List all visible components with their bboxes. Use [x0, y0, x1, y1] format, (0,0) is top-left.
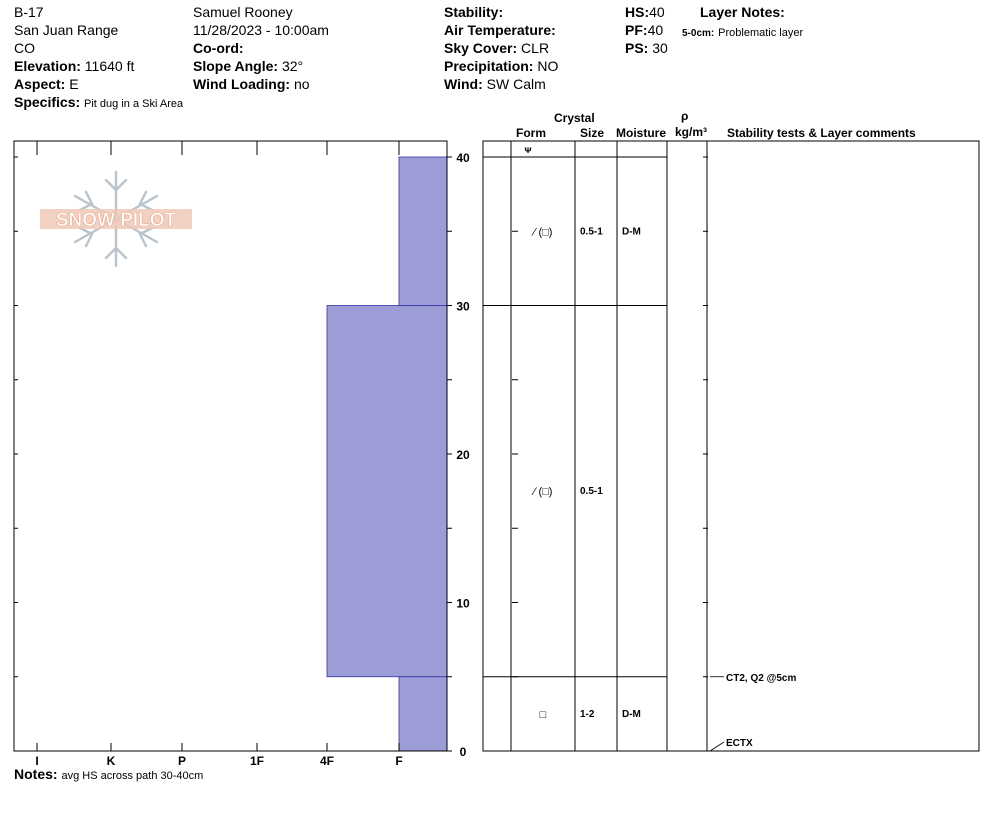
hs-row: HS:40: [625, 4, 665, 20]
wind-value: SW Calm: [486, 76, 546, 92]
ps-label: PS:: [625, 40, 649, 56]
sky-row: Sky Cover: CLR: [444, 40, 549, 56]
hs-label: HS:: [625, 4, 650, 20]
air-temp-label: Air Temperature:: [444, 22, 556, 38]
ps-value: 30: [652, 40, 668, 56]
wind-loading-row: Wind Loading: no: [193, 76, 310, 92]
observer-name: Samuel Rooney: [193, 4, 293, 20]
hardness-bar-2: [398, 676, 448, 752]
hardness-bar-1: [326, 305, 448, 678]
layer-note-depth: 5-0cm:: [682, 28, 715, 39]
specifics-value: Pit dug in a Ski Area: [84, 98, 184, 110]
notes-row: Notes: avg HS across path 30-40cm: [14, 766, 203, 784]
layer-moisture-0: D-M: [622, 226, 641, 237]
size-header: Size: [580, 126, 605, 140]
hardness-label-4F: 4F: [320, 754, 334, 768]
hs-value: 40: [649, 4, 665, 20]
layer-size-0: 0.5-1: [580, 226, 603, 237]
pf-row: PF:40: [625, 22, 663, 38]
stability-label: Stability:: [444, 4, 504, 20]
wind-loading-value: no: [293, 76, 310, 92]
layer-note-row: 5-0cm: Problematic layer: [682, 23, 803, 42]
layer-size-1: 0.5-1: [580, 486, 603, 497]
moisture-header: Moisture: [616, 126, 667, 140]
elevation-value: 11640 ft: [84, 58, 135, 74]
layer-form-0: ⁄ (□): [531, 226, 553, 238]
aspect-value: E: [69, 76, 79, 92]
depth-label-10: 10: [456, 597, 470, 611]
slope-row: Slope Angle: 32°: [193, 58, 303, 74]
specifics-row: Specifics: Pit dug in a Ski Area: [14, 94, 183, 112]
observation-datetime: 11/28/2023 - 10:00am: [193, 22, 329, 38]
test-pointer-1: [709, 741, 725, 752]
crystal-header: Crystal: [554, 111, 595, 125]
graph-frame: [13, 140, 448, 752]
wind-label: Wind:: [444, 76, 483, 92]
hardness-label-K: K: [107, 754, 116, 768]
precip-label: Precipitation:: [444, 58, 534, 74]
elevation-label: Elevation:: [14, 58, 81, 74]
hardness-bar-0: [398, 156, 448, 306]
pf-label: PF:: [625, 22, 648, 38]
coord-label: Co-ord:: [193, 40, 244, 56]
sky-label: Sky Cover:: [444, 40, 518, 56]
aspect-row: Aspect: E: [14, 76, 79, 92]
pit-id: B-17: [14, 4, 44, 20]
sky-value: CLR: [521, 40, 550, 56]
specifics-label: Specifics:: [14, 94, 81, 110]
hardness-label-I: I: [35, 754, 38, 768]
state-name: CO: [14, 40, 35, 56]
test-label-1: ECTX: [726, 738, 753, 749]
precip-row: Precipitation: NO: [444, 58, 558, 74]
precip-value: NO: [537, 58, 559, 74]
layer-form-2: □: [540, 709, 547, 721]
layer-moisture-2: D-M: [622, 709, 641, 720]
pf-value: 40: [647, 22, 664, 38]
hardness-label-F: F: [395, 754, 402, 768]
notes-value: avg HS across path 30-40cm: [61, 770, 204, 782]
depth-label-30: 30: [456, 300, 470, 314]
wind-row: Wind: SW Calm: [444, 76, 546, 92]
depth-label-40: 40: [456, 151, 470, 165]
comments-frame: [706, 140, 980, 752]
notes-label: Notes:: [14, 766, 58, 782]
slope-label: Slope Angle:: [193, 58, 279, 74]
ps-row: PS: 30: [625, 40, 668, 56]
wind-loading-label: Wind Loading:: [193, 76, 291, 92]
depth-label-0: 0: [460, 745, 467, 759]
layer-notes-label: Layer Notes:: [700, 4, 785, 20]
form-header: Form: [516, 126, 546, 140]
density-unit-header: kg/m³: [675, 125, 708, 139]
surface-form-symbol: ᴪ: [524, 145, 532, 156]
hardness-label-1F: 1F: [250, 754, 264, 768]
aspect-label: Aspect:: [14, 76, 66, 92]
layer-form-1: ⁄ (□): [531, 486, 553, 498]
layer-note-text: Problematic layer: [718, 27, 804, 39]
layer-size-2: 1-2: [580, 709, 595, 720]
elevation-row: Elevation: 11640 ft: [14, 58, 134, 74]
stability-header: Stability tests & Layer comments: [727, 126, 916, 140]
depth-label-20: 20: [456, 448, 470, 462]
slope-value: 32°: [281, 58, 304, 74]
rho-header: ρ: [681, 109, 689, 123]
test-label-0: CT2, Q2 @5cm: [726, 673, 796, 684]
range-name: San Juan Range: [14, 22, 119, 38]
hardness-label-P: P: [178, 754, 186, 768]
